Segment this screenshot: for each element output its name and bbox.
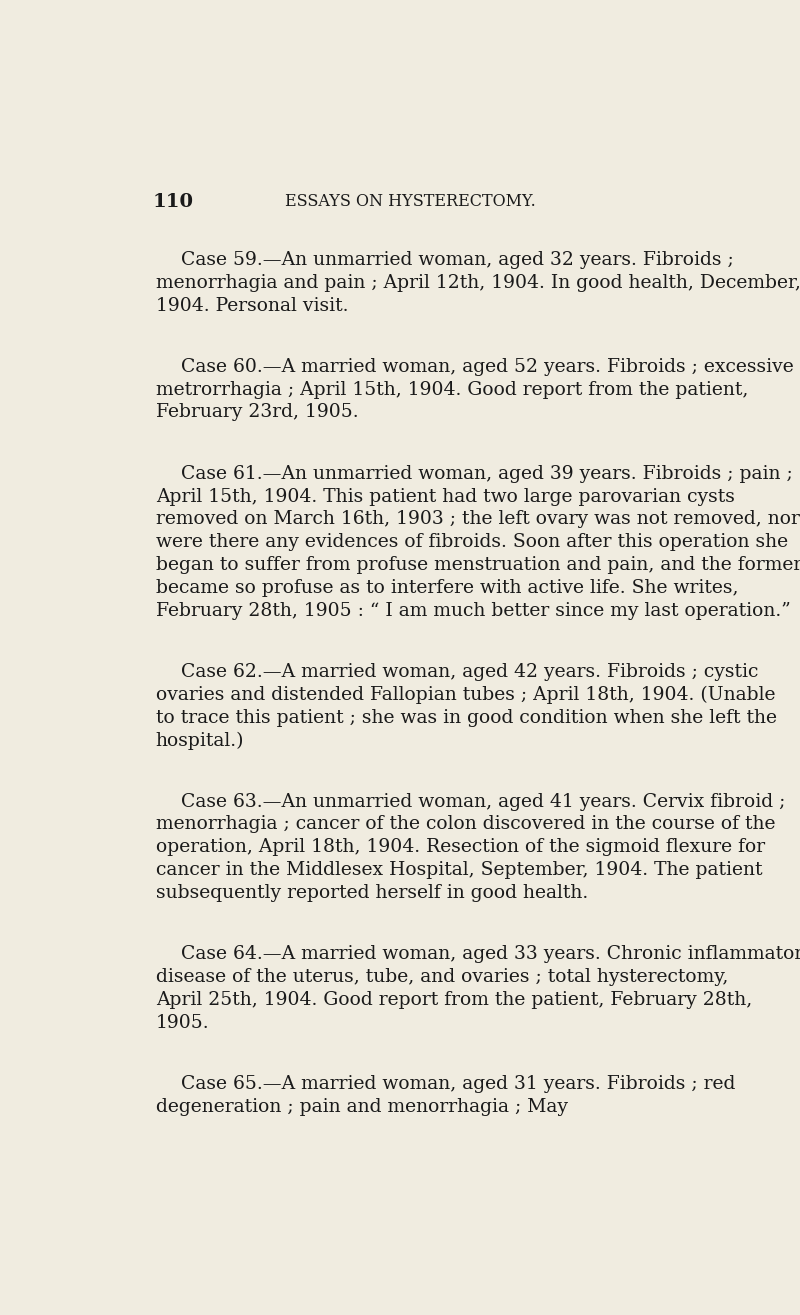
Text: hospital.): hospital.) — [156, 731, 244, 750]
Text: removed on March 16th, 1903 ; the left ovary was not removed, nor: removed on March 16th, 1903 ; the left o… — [156, 510, 800, 529]
Text: began to suffer from profuse menstruation and pain, and the former: began to suffer from profuse menstruatio… — [156, 556, 800, 575]
Text: April 15th, 1904. This patient had two large parovarian cysts: April 15th, 1904. This patient had two l… — [156, 488, 734, 505]
Text: Case 62.—A married woman, aged 42 years. Fibroids ; cystic: Case 62.—A married woman, aged 42 years.… — [181, 663, 758, 681]
Text: Case 63.—An unmarried woman, aged 41 years. Cervix fibroid ;: Case 63.—An unmarried woman, aged 41 yea… — [181, 793, 785, 810]
Text: became so profuse as to interfere with active life. She writes,: became so profuse as to interfere with a… — [156, 579, 738, 597]
Text: ovaries and distended Fallopian tubes ; April 18th, 1904. (Unable: ovaries and distended Fallopian tubes ; … — [156, 685, 775, 704]
Text: degeneration ; pain and menorrhagia ; May: degeneration ; pain and menorrhagia ; Ma… — [156, 1098, 568, 1115]
Text: were there any evidences of fibroids. Soon after this operation she: were there any evidences of fibroids. So… — [156, 533, 788, 551]
Text: 1904. Personal visit.: 1904. Personal visit. — [156, 297, 348, 314]
Text: to trace this patient ; she was in good condition when she left the: to trace this patient ; she was in good … — [156, 709, 777, 727]
Text: Case 61.—An unmarried woman, aged 39 years. Fibroids ; pain ;: Case 61.—An unmarried woman, aged 39 yea… — [181, 464, 792, 483]
Text: Case 64.—A married woman, aged 33 years. Chronic inflammatory: Case 64.—A married woman, aged 33 years.… — [181, 945, 800, 963]
Text: menorrhagia and pain ; April 12th, 1904. In good health, December,: menorrhagia and pain ; April 12th, 1904.… — [156, 274, 800, 292]
Text: April 25th, 1904. Good report from the patient, February 28th,: April 25th, 1904. Good report from the p… — [156, 990, 752, 1009]
Text: February 23rd, 1905.: February 23rd, 1905. — [156, 404, 358, 422]
Text: Case 59.—An unmarried woman, aged 32 years. Fibroids ;: Case 59.—An unmarried woman, aged 32 yea… — [181, 251, 734, 270]
Text: February 28th, 1905 : “ I am much better since my last operation.”: February 28th, 1905 : “ I am much better… — [156, 602, 790, 619]
Text: menorrhagia ; cancer of the colon discovered in the course of the: menorrhagia ; cancer of the colon discov… — [156, 815, 775, 834]
Text: metrorrhagia ; April 15th, 1904. Good report from the patient,: metrorrhagia ; April 15th, 1904. Good re… — [156, 380, 748, 398]
Text: Case 60.—A married woman, aged 52 years. Fibroids ; excessive: Case 60.—A married woman, aged 52 years.… — [181, 358, 794, 376]
Text: 1905.: 1905. — [156, 1014, 210, 1032]
Text: disease of the uterus, tube, and ovaries ; total hysterectomy,: disease of the uterus, tube, and ovaries… — [156, 968, 728, 986]
Text: operation, April 18th, 1904. Resection of the sigmoid flexure for: operation, April 18th, 1904. Resection o… — [156, 838, 765, 856]
Text: subsequently reported herself in good health.: subsequently reported herself in good he… — [156, 884, 588, 902]
Text: Case 65.—A married woman, aged 31 years. Fibroids ; red: Case 65.—A married woman, aged 31 years.… — [181, 1074, 735, 1093]
Text: 110: 110 — [153, 193, 194, 212]
Text: cancer in the Middlesex Hospital, September, 1904. The patient: cancer in the Middlesex Hospital, Septem… — [156, 861, 762, 880]
Text: ESSAYS ON HYSTERECTOMY.: ESSAYS ON HYSTERECTOMY. — [285, 193, 535, 210]
